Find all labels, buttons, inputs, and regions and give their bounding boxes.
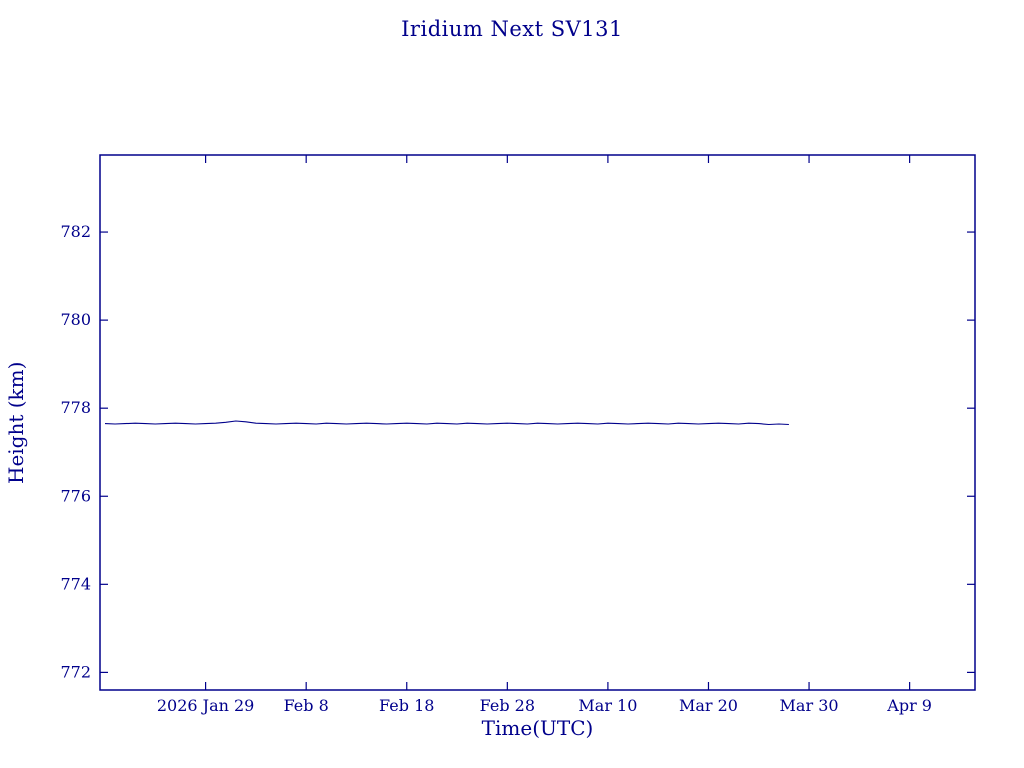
y-tick-label: 782: [60, 222, 91, 241]
y-tick-label: 774: [60, 574, 91, 593]
x-tick-label: Feb 8: [284, 696, 329, 715]
x-tick-label: Feb 18: [379, 696, 434, 715]
x-tick-label: Mar 30: [780, 696, 839, 715]
y-tick-label: 776: [60, 486, 91, 505]
x-tick-label: Feb 28: [480, 696, 535, 715]
plot-frame: [99, 154, 976, 691]
y-tick-label: 780: [60, 310, 91, 329]
x-tick-label: 2026 Jan 29: [157, 696, 255, 715]
chart-title: Iridium Next SV131: [401, 17, 623, 41]
x-tick-label: Mar 20: [679, 696, 738, 715]
x-tick-label: Mar 10: [578, 696, 637, 715]
x-tick-label: Apr 9: [886, 696, 932, 715]
y-tick-label: 778: [60, 398, 91, 417]
y-tick-label: 772: [60, 662, 91, 681]
x-axis-label: Time(UTC): [481, 716, 594, 740]
data-line-height-km: [104, 420, 789, 426]
